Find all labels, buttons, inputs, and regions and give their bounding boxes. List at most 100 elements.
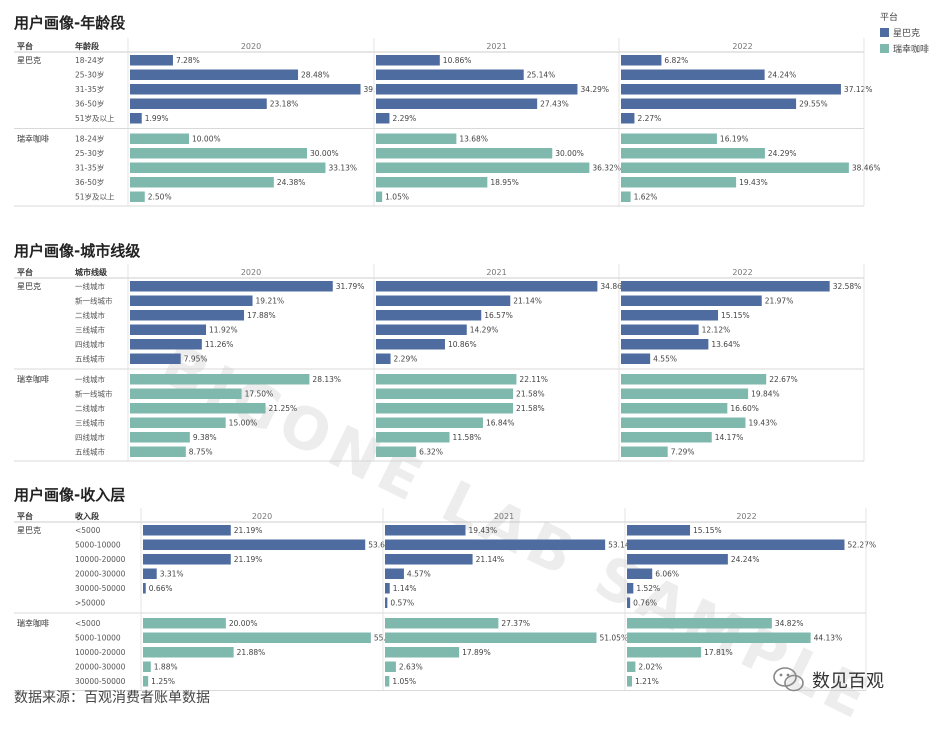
data-label: 15.15% [693,526,722,535]
data-label: 21.25% [269,404,298,413]
bar [130,148,307,159]
legend-item-starbucks: 星巴克 [880,26,929,39]
data-label: 25.14% [527,71,556,80]
data-label: 17.89% [462,648,491,657]
bar [621,55,662,66]
category-label: <5000 [75,619,101,628]
data-label: 52.27% [847,541,876,550]
bar [621,133,717,144]
bar [130,353,181,364]
bar [376,148,553,159]
bar [385,554,473,565]
legend-swatch [880,44,889,53]
category-label: 五线城市 [75,354,105,364]
bar [130,446,186,457]
category-label: 5000-10000 [75,541,121,550]
bar [376,69,524,80]
bar [385,525,466,536]
data-label: 24.38% [277,178,306,187]
bar [385,676,390,687]
data-label: 51.05% [599,634,628,643]
data-label: 15.00% [229,419,258,428]
bar [376,177,488,188]
data-label: 17.88% [247,311,276,320]
data-label: 8.75% [189,448,213,457]
bar [385,618,499,629]
data-label: 19.43% [468,526,497,535]
category-label: 10000-20000 [75,648,126,657]
bar [130,84,361,95]
bar [621,353,651,364]
brand-name: 数见百观 [812,671,884,692]
chart-title-income: 用户画像-收入层 [14,486,126,504]
year-header: 2021 [486,268,506,277]
data-label: 37.12% [844,85,873,94]
platform-label: 星巴克 [17,282,41,291]
bar [130,432,190,443]
category-label: 一线城市 [75,374,105,384]
data-label: 2.27% [637,114,661,123]
data-label: 19.43% [739,178,768,187]
data-label: 32.58% [833,282,862,291]
data-label: 29.55% [799,100,828,109]
legend: 平台 星巴克 瑞幸咖啡 [880,10,929,58]
data-label: 19.21% [256,297,285,306]
bar [130,177,274,188]
data-label: 21.88% [237,648,266,657]
data-label: 6.32% [419,448,443,457]
bar [376,162,590,173]
bar [143,647,234,658]
bar [130,113,142,124]
category-label: 30000-50000 [75,677,126,686]
bar [385,661,396,672]
bar [621,191,631,202]
bar [621,417,746,428]
data-label: 24.29% [768,149,797,158]
data-label: 17.81% [704,648,733,657]
bar [130,339,202,350]
legend-item-luckin: 瑞幸咖啡 [880,42,929,55]
data-label: 0.57% [390,599,414,608]
data-label: 24.24% [731,555,760,564]
data-label: 38.46% [852,164,881,173]
bar [143,618,226,629]
platform-label: 瑞幸咖啡 [17,134,49,144]
bar [627,583,634,594]
data-label: 16.19% [720,135,749,144]
data-label: 20.00% [229,619,258,628]
data-label: 36.32% [592,164,621,173]
data-label: 11.58% [453,433,482,442]
bar [627,597,631,608]
data-label: 1.62% [634,193,658,202]
data-label: 15.15% [721,311,750,320]
data-label: 3.31% [160,570,184,579]
category-label: 51岁及以上 [75,113,115,123]
year-header: 2021 [494,512,514,521]
category-label: 新一线城市 [75,389,113,399]
data-label: 21.14% [476,555,505,564]
bar [376,432,450,443]
data-label: 21.19% [234,555,263,564]
bar [376,388,514,399]
chart-title-city: 用户画像-城市线级 [14,242,141,260]
bar [385,597,388,608]
bar [130,55,173,66]
data-label: 28.48% [301,71,330,80]
category-label: 18-24岁 [75,55,104,65]
platform-label: 瑞幸咖啡 [17,374,49,384]
data-label: 33.13% [328,164,357,173]
column-header-category: 年龄段 [75,41,99,51]
bar [130,295,253,306]
bar [143,583,146,594]
bar [376,98,538,109]
data-label: 16.57% [484,311,513,320]
bar [143,539,366,550]
bar [376,55,440,66]
data-label: 22.67% [769,375,798,384]
category-label: <5000 [75,526,101,535]
category-label: 三线城市 [75,325,105,335]
data-label: 13.64% [711,340,740,349]
bar [130,417,226,428]
data-label: 6.82% [664,56,688,65]
bar [130,388,242,399]
